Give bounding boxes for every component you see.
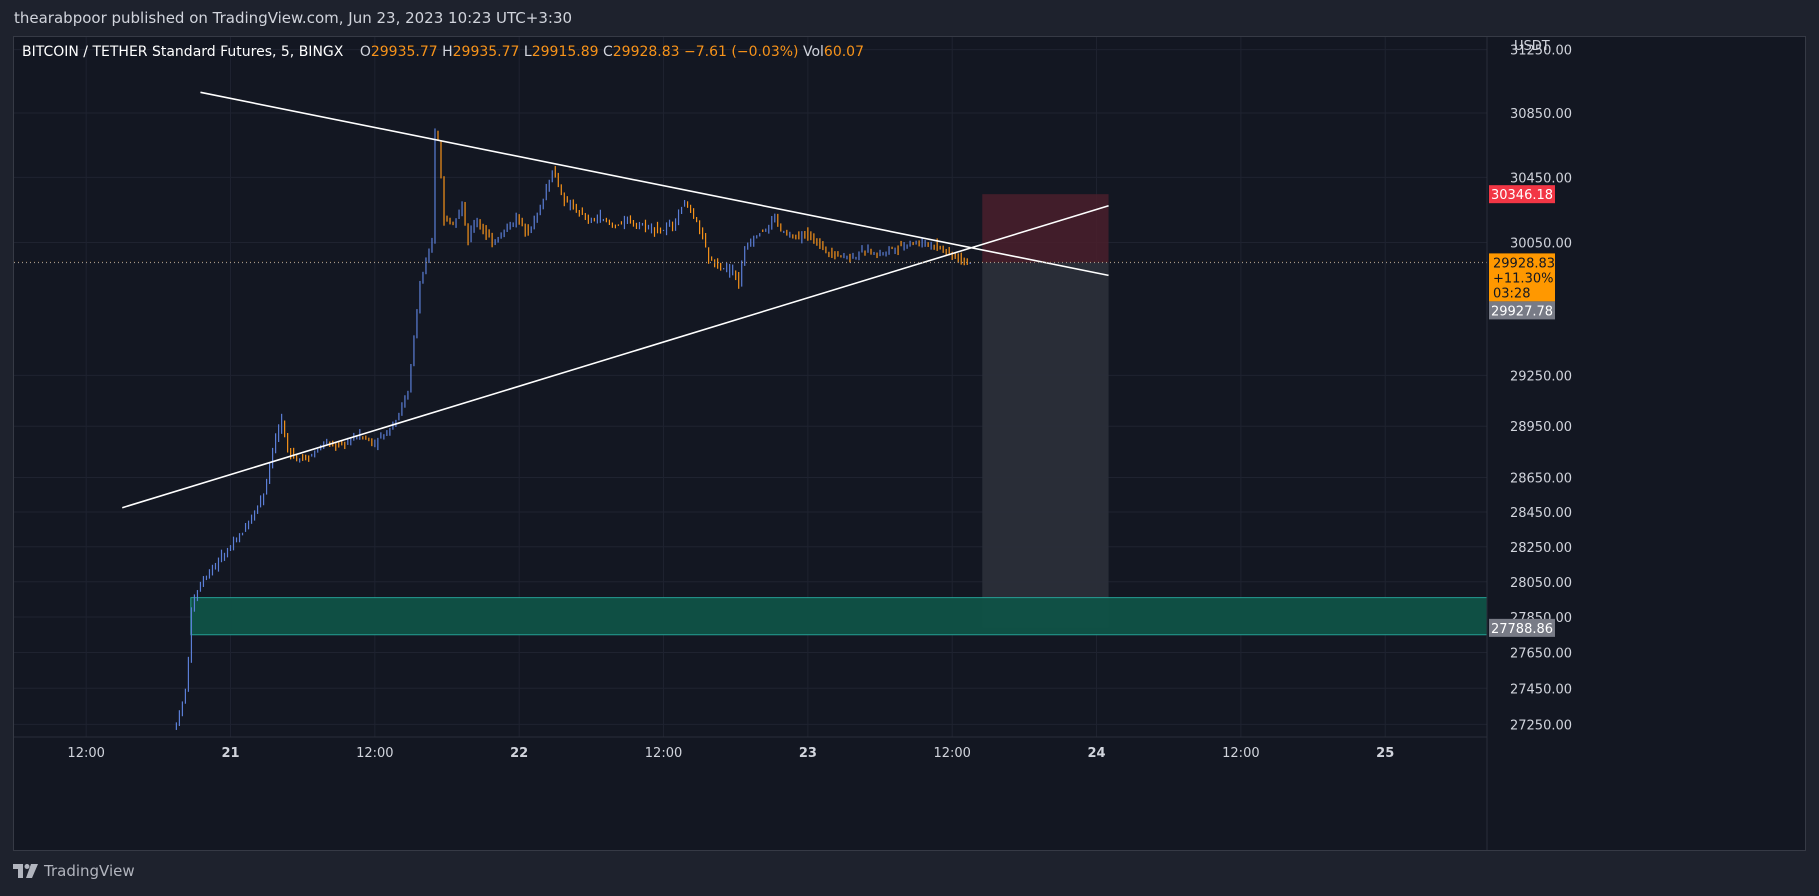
- plot-background: [14, 37, 1805, 850]
- high-value: 29935.77: [452, 44, 520, 60]
- entry-price-badge-text: 29927.78: [1491, 304, 1553, 319]
- time-tick-label: 12:00: [645, 746, 682, 761]
- time-tick-label: 12:00: [1222, 746, 1259, 761]
- time-tick-label: 12:00: [933, 746, 970, 761]
- price-tick-label: 27250.00: [1510, 718, 1572, 733]
- time-tick-label: 25: [1376, 746, 1394, 761]
- currency-label: USDT: [1514, 39, 1550, 54]
- entry-price-badge: 29927.78: [1489, 301, 1555, 320]
- close-label: C: [602, 44, 613, 60]
- publisher-line: thearabpoor published on TradingView.com…: [14, 9, 573, 27]
- last-price-badge: 29928.83+11.30%03:28: [1489, 253, 1555, 302]
- price-tick-label: 30450.00: [1510, 171, 1572, 186]
- price-tick-label: 28950.00: [1510, 420, 1572, 435]
- price-chart[interactable]: 12:00 21 12:00 22 12:00 23 12:00 24 12:00 25USDT3…: [14, 37, 1805, 850]
- price-tick-label: 31250.00: [1510, 44, 1572, 59]
- last-price-change: +11.30%: [1493, 271, 1553, 286]
- price-tick-label: 28050.00: [1510, 576, 1572, 591]
- price-tick-label: 27650.00: [1510, 647, 1572, 662]
- time-tick-label: 24: [1087, 746, 1105, 761]
- target-price-badge-text: 27788.86: [1491, 622, 1553, 637]
- close-value: 29928.83: [612, 44, 680, 60]
- descending-resistance-trendline: [200, 91, 1109, 277]
- symbol-legend: BITCOIN / TETHER Standard Futures, 5, BI…: [22, 44, 864, 60]
- time-tick-label: 22: [510, 746, 528, 761]
- price-tick-label: 28250.00: [1510, 541, 1572, 556]
- change-value: −7.61 (−0.03%): [684, 44, 799, 60]
- volume-value: 60.07: [823, 44, 865, 60]
- time-axis: 12:00 21 12:00 22 12:00 23 12:00 24 12:00 25: [67, 746, 1394, 761]
- stop-loss-zone: [982, 194, 1109, 263]
- candlestick-series: [175, 128, 971, 730]
- stop-price-badge: 30346.18: [1489, 185, 1555, 204]
- last-price-badge-background: [1489, 253, 1555, 302]
- price-tick-label: 30850.00: [1510, 107, 1572, 122]
- time-tick-label: 12:00: [67, 746, 104, 761]
- target-price-badge-background: [1489, 618, 1555, 637]
- demand-zone: [190, 597, 1488, 636]
- ascending-support-trendline: [122, 204, 1109, 509]
- tradingview-logo-icon: [13, 864, 38, 878]
- stop-price-badge-text: 30346.18: [1491, 188, 1553, 203]
- symbol-title[interactable]: BITCOIN / TETHER Standard Futures, 5, BI…: [22, 44, 344, 60]
- low-value: 29915.89: [531, 44, 599, 60]
- open-label: O: [359, 44, 371, 60]
- time-tick-label: 23: [799, 746, 817, 761]
- price-tick-label: 28650.00: [1510, 472, 1572, 487]
- price-tick-label: 30050.00: [1510, 236, 1572, 251]
- price-tick-label: 29250.00: [1510, 369, 1572, 384]
- chart-frame: 12:00 21 12:00 22 12:00 23 12:00 24 12:00 25 USDT 3…: [13, 36, 1806, 851]
- price-tick-label: 28450.00: [1510, 506, 1572, 521]
- target-price-badge: 27788.86: [1489, 618, 1555, 637]
- entry-price-badge-background: [1489, 301, 1555, 320]
- time-tick-label: 12:00: [356, 746, 393, 761]
- bar-countdown: 03:28: [1493, 286, 1530, 301]
- open-value: 29935.77: [370, 44, 438, 60]
- time-tick-label: 21: [221, 746, 239, 761]
- last-price-value: 29928.83: [1493, 256, 1555, 271]
- footer-brand-label: TradingView: [44, 862, 135, 880]
- high-label: H: [442, 44, 453, 60]
- volume-label: Vol: [802, 44, 824, 60]
- stop-price-badge-background: [1489, 185, 1555, 204]
- low-label: L: [523, 44, 532, 60]
- price-tick-label: 27450.00: [1510, 682, 1572, 697]
- take-profit-zone: [982, 262, 1109, 628]
- footer-brand[interactable]: TradingView: [13, 862, 135, 880]
